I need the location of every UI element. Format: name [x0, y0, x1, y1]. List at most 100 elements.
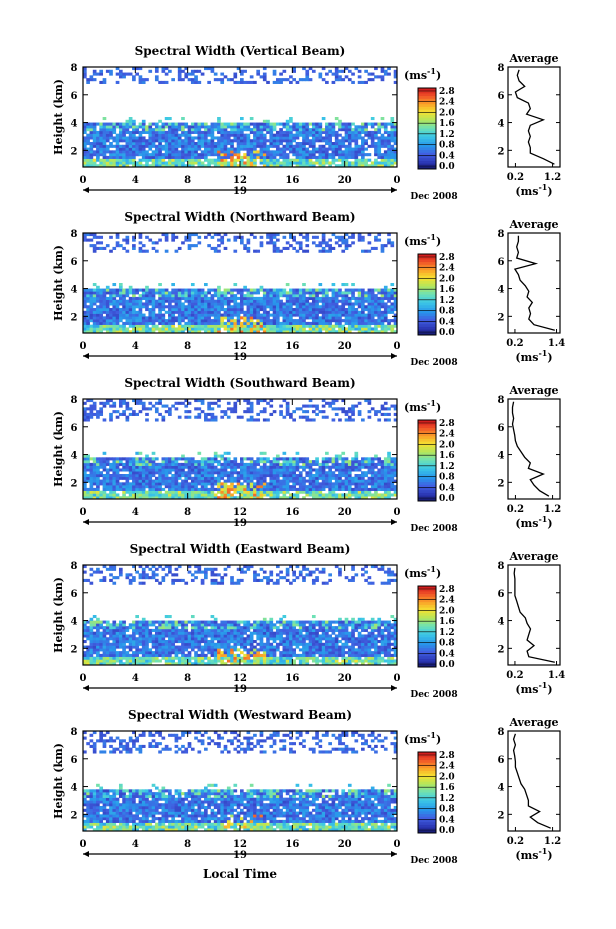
heatmap-cell: [158, 238, 162, 242]
heatmap-cell: [328, 460, 332, 464]
heatmap-cell: [197, 158, 202, 162]
heatmap-cell: [158, 136, 162, 140]
heatmap-cell: [377, 238, 382, 242]
heatmap-cell: [148, 485, 153, 489]
heatmap-cell: [305, 316, 310, 320]
heatmap-cell: [357, 460, 362, 464]
heatmap-cell: [233, 299, 238, 303]
heatmap-cell: [132, 299, 136, 303]
heatmap-cell: [243, 457, 247, 461]
heatmap-cell: [151, 451, 156, 455]
heatmap-cell: [295, 479, 300, 483]
heatmap-cell: [377, 155, 382, 159]
heatmap-cell: [243, 244, 247, 248]
heatmap-cell: [213, 136, 218, 140]
heatmap-cell: [275, 310, 280, 314]
heatmap-cell: [387, 153, 391, 157]
heatmap-cell: [122, 302, 126, 306]
heatmap-cell: [96, 72, 100, 76]
heatmap-cell: [240, 128, 244, 132]
heatmap-cell: [115, 330, 120, 334]
heatmap-cell: [328, 296, 332, 300]
heatmap-cell: [181, 288, 185, 292]
heatmap-cell: [321, 139, 326, 143]
heatmap-cell: [223, 327, 228, 331]
average-y-tick-label: 8: [498, 63, 505, 74]
heatmap-cell: [213, 493, 218, 497]
heatmap-cell: [380, 249, 385, 253]
heatmap-cell: [112, 496, 117, 500]
heatmap-cell: [230, 133, 234, 137]
heatmap-cell: [220, 496, 225, 500]
heatmap-cell: [105, 330, 110, 334]
heatmap-cell: [236, 308, 241, 312]
heatmap-cell: [305, 136, 310, 140]
heatmap-cell: [132, 410, 136, 414]
heatmap-cell: [207, 80, 211, 84]
heatmap-cell: [122, 308, 126, 312]
heatmap-cell: [168, 468, 172, 472]
heatmap-cell: [226, 313, 231, 317]
heatmap-cell: [141, 130, 146, 134]
heatmap-cell: [380, 299, 385, 303]
heatmap-cell: [112, 490, 117, 494]
heatmap-cell: [357, 161, 362, 165]
heatmap-cell: [210, 313, 215, 317]
heatmap-cell: [262, 451, 267, 455]
heatmap-cell: [197, 241, 202, 245]
heatmap-cell: [148, 155, 153, 159]
heatmap-cell: [99, 474, 104, 478]
heatmap-cell: [128, 153, 133, 157]
heatmap-cell: [308, 78, 313, 82]
heatmap-cell: [279, 305, 283, 309]
heatmap-cell: [128, 490, 133, 494]
heatmap-cell: [390, 241, 395, 245]
heatmap-cell: [367, 302, 372, 306]
heatmap-cell: [364, 80, 368, 84]
heatmap-cell: [109, 415, 113, 419]
heatmap-cell: [210, 476, 215, 480]
heatmap-cell: [295, 122, 300, 126]
heatmap-cell: [354, 479, 359, 483]
heatmap-cell: [361, 471, 365, 475]
heatmap-cell: [164, 249, 169, 253]
heatmap-cell: [102, 324, 107, 328]
heatmap-cell: [364, 482, 368, 486]
heatmap-cell: [210, 460, 215, 464]
heatmap-cell: [233, 296, 238, 300]
heatmap-cell: [154, 78, 159, 82]
heatmap-cell: [302, 410, 306, 414]
heatmap-cell: [164, 305, 169, 309]
heatmap-cell: [380, 412, 385, 416]
heatmap-cell: [341, 324, 346, 328]
heatmap-cell: [132, 468, 136, 472]
heatmap-cell: [210, 136, 215, 140]
heatmap-cell: [141, 139, 146, 143]
heatmap-cell: [256, 153, 261, 157]
heatmap-cell: [197, 468, 202, 472]
heatmap-cell: [380, 296, 385, 300]
heatmap-cell: [311, 319, 316, 323]
heatmap-cell: [240, 493, 244, 497]
heatmap-cell: [89, 412, 94, 416]
heatmap-cell: [393, 308, 398, 312]
heatmap-cell: [83, 294, 87, 298]
heatmap-cell: [151, 490, 156, 494]
heatmap-cell: [354, 296, 359, 300]
heatmap-cell: [181, 122, 185, 126]
heatmap-cell: [289, 139, 293, 143]
heatmap-cell: [325, 249, 329, 253]
heatmap-cell: [240, 130, 244, 134]
heatmap-cell: [393, 294, 398, 298]
heatmap-cell: [92, 321, 97, 325]
heatmap-cell: [262, 327, 267, 331]
heatmap-cell: [233, 302, 238, 306]
heatmap-cell: [112, 161, 117, 165]
heatmap-cell: [99, 288, 104, 292]
heatmap-cell: [223, 288, 228, 292]
heatmap-cell: [171, 142, 175, 146]
heatmap-cell: [259, 316, 264, 320]
heatmap-cell: [240, 487, 244, 491]
heatmap-cell: [194, 288, 198, 292]
heatmap-cell: [292, 235, 296, 239]
